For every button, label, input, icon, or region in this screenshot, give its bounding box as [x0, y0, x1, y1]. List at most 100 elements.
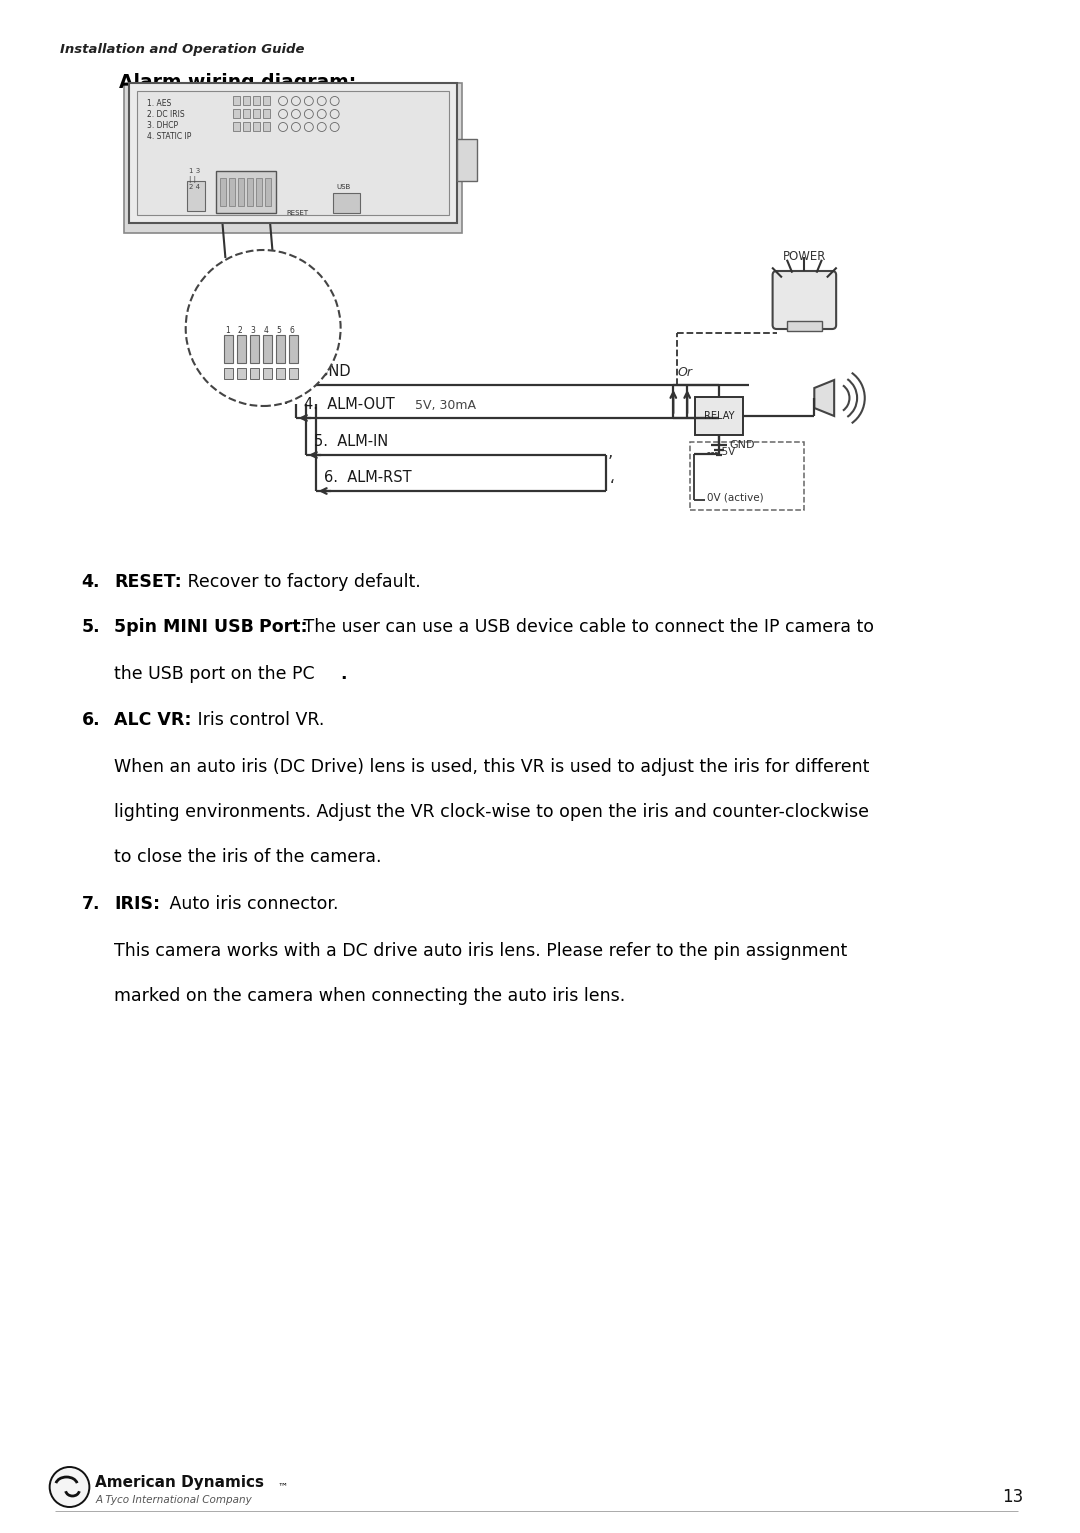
Bar — [289, 336, 298, 363]
Circle shape — [186, 250, 340, 406]
Text: 5.: 5. — [81, 618, 100, 636]
Text: RESET:: RESET: — [114, 573, 181, 592]
Text: 6.  ALM-RST: 6. ALM-RST — [324, 471, 411, 484]
Text: 5.  ALM-IN: 5. ALM-IN — [314, 434, 388, 449]
Text: | |: | | — [189, 176, 195, 182]
Bar — [130, 83, 457, 222]
Text: 4. STATIC IP: 4. STATIC IP — [147, 132, 191, 141]
Text: USB: USB — [337, 184, 351, 190]
Bar — [124, 83, 462, 233]
Bar — [187, 181, 204, 212]
Bar — [457, 140, 476, 181]
Bar — [137, 90, 449, 215]
Text: marked on the camera when connecting the auto iris lens.: marked on the camera when connecting the… — [114, 987, 625, 1006]
Text: 3. DHCP: 3. DHCP — [147, 121, 178, 130]
Circle shape — [50, 1467, 90, 1507]
Bar — [690, 442, 805, 510]
Text: 1. AES: 1. AES — [147, 100, 172, 107]
Text: Iris control VR.: Iris control VR. — [191, 711, 324, 730]
Text: Recover to factory default.: Recover to factory default. — [181, 573, 420, 592]
Text: ,: , — [608, 475, 613, 494]
Text: 3.  GND: 3. GND — [294, 363, 351, 379]
Bar — [247, 178, 253, 205]
Bar — [233, 97, 241, 104]
Text: American Dynamics: American Dynamics — [95, 1475, 265, 1490]
Bar — [251, 336, 259, 363]
Bar — [251, 368, 259, 379]
Bar — [243, 123, 251, 130]
Bar — [233, 123, 241, 130]
Text: ALC VR:: ALC VR: — [114, 711, 192, 730]
Text: 1 3: 1 3 — [189, 169, 200, 175]
Bar — [333, 193, 361, 213]
Bar — [289, 368, 298, 379]
Bar — [225, 368, 233, 379]
Bar — [238, 368, 246, 379]
Text: .: . — [340, 665, 347, 684]
Text: 6.: 6. — [81, 711, 100, 730]
Text: A Tyco International Company: A Tyco International Company — [95, 1495, 252, 1505]
Text: Alarm wiring diagram:: Alarm wiring diagram: — [119, 74, 356, 92]
Bar — [276, 336, 285, 363]
Bar — [253, 123, 260, 130]
Text: 3: 3 — [251, 327, 256, 336]
Text: lighting environments. Adjust the VR clock-wise to open the iris and counter-clo: lighting environments. Adjust the VR clo… — [114, 803, 869, 822]
Bar — [229, 178, 235, 205]
Text: 4.  ALM-OUT: 4. ALM-OUT — [303, 397, 394, 412]
Bar — [264, 336, 272, 363]
Text: 0V (active): 0V (active) — [707, 494, 764, 503]
Bar — [126, 83, 459, 228]
Text: 2 4: 2 4 — [189, 184, 200, 190]
Text: 4.: 4. — [81, 573, 100, 592]
Polygon shape — [814, 380, 834, 415]
Bar — [264, 97, 270, 104]
Text: Installation and Operation Guide: Installation and Operation Guide — [59, 43, 305, 57]
Bar — [253, 109, 260, 118]
Text: ™: ™ — [278, 1481, 287, 1492]
Text: GND: GND — [729, 440, 755, 451]
Text: 4: 4 — [264, 327, 269, 336]
Text: 5: 5 — [276, 327, 282, 336]
FancyBboxPatch shape — [772, 271, 836, 330]
Text: to close the iris of the camera.: to close the iris of the camera. — [114, 848, 381, 866]
Bar — [264, 368, 272, 379]
Bar — [696, 397, 743, 435]
Bar — [266, 178, 271, 205]
Text: ,: , — [608, 443, 613, 461]
Bar — [239, 178, 244, 205]
Bar — [225, 336, 233, 363]
Text: the USB port on the PC: the USB port on the PC — [114, 665, 315, 684]
Text: RELAY: RELAY — [704, 411, 734, 422]
Text: This camera works with a DC drive auto iris lens. Please refer to the pin assign: This camera works with a DC drive auto i… — [114, 941, 848, 960]
Bar — [786, 320, 822, 331]
Bar — [243, 97, 251, 104]
Text: 5V, 30mA: 5V, 30mA — [415, 399, 476, 412]
Bar — [256, 178, 262, 205]
Bar — [220, 178, 227, 205]
Bar — [216, 172, 276, 213]
Text: POWER: POWER — [783, 250, 826, 264]
Bar — [264, 123, 270, 130]
Text: Port:: Port: — [253, 618, 308, 636]
Text: 7.: 7. — [81, 895, 100, 914]
Text: The user can use a USB device cable to connect the IP camera to: The user can use a USB device cable to c… — [298, 618, 874, 636]
Text: 5pin MINI USB: 5pin MINI USB — [114, 618, 254, 636]
Bar — [264, 109, 270, 118]
Bar — [276, 368, 285, 379]
Text: 2. DC IRIS: 2. DC IRIS — [147, 110, 185, 120]
Text: IRIS:: IRIS: — [114, 895, 160, 914]
Bar — [243, 109, 251, 118]
Text: RESET: RESET — [286, 210, 308, 216]
Bar — [130, 83, 457, 222]
Text: 2: 2 — [238, 327, 243, 336]
Bar — [233, 109, 241, 118]
Text: Or: Or — [677, 366, 692, 379]
Text: 1: 1 — [225, 327, 230, 336]
Text: 6: 6 — [289, 327, 295, 336]
Bar — [238, 336, 246, 363]
Text: Auto iris connector.: Auto iris connector. — [164, 895, 338, 914]
Text: 13: 13 — [1002, 1489, 1024, 1505]
Text: --- 5V: --- 5V — [707, 448, 735, 457]
Text: When an auto iris (DC Drive) lens is used, this VR is used to adjust the iris fo: When an auto iris (DC Drive) lens is use… — [114, 757, 869, 776]
Bar — [253, 97, 260, 104]
